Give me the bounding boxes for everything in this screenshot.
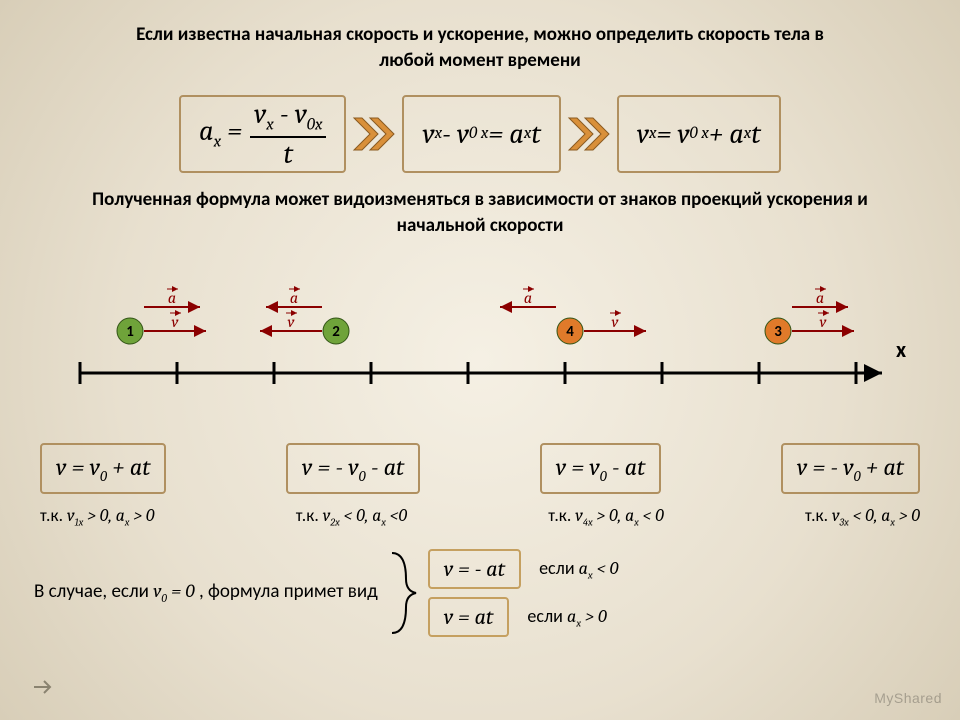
svg-text:v: v [288,313,295,331]
final-text: В случае, если v0 = 0 , формула примет в… [34,580,378,605]
svg-text:1: 1 [126,323,134,341]
case-condition: т.к. v4x > 0, ax < 0 [548,504,663,529]
vector-diagram: х1va2va4va3va [34,255,926,435]
formula-3: vx = v0 x + ax t [617,95,781,173]
title-text: Если известна начальная скорость и ускор… [130,22,830,73]
svg-text:2: 2 [332,323,340,341]
chevron-icon [352,116,396,152]
final-row: В случае, если v0 = 0 , формула примет в… [34,549,926,637]
svg-text:v: v [820,313,827,331]
formula-2: vx - v0 x = ax t [402,95,560,173]
watermark: MyShared [874,690,942,706]
final-formula: v = - at [428,549,521,589]
bracket-icon [388,549,418,637]
svg-text:a: a [290,289,298,307]
svg-text:v: v [172,313,179,331]
case-condition: т.к. v1x > 0, ax > 0 [40,504,154,529]
case-formula: v = - v0 - at [286,443,420,495]
svg-text:v: v [612,313,619,331]
chevron-icon [567,116,611,152]
case-condition: т.к. v3x < 0, ax > 0 [805,504,920,529]
svg-text:4: 4 [566,323,574,341]
case-condition: т.к. v2x < 0, ax <0 [296,504,407,529]
svg-text:3: 3 [774,323,782,341]
case-formula: v = v0 + at [40,443,166,495]
svg-text:a: a [524,289,532,307]
nav-arrow-icon[interactable] [32,678,60,696]
case-condition-row: т.к. v1x > 0, ax > 0 т.к. v2x < 0, ax <0 т… [40,504,920,529]
case-formula-row: v = v0 + at v = - v0 - at v = v0 - at v = -… [40,443,920,495]
final-formula: v = at [428,597,510,637]
case-formula: v = - v0 + at [781,443,920,495]
formula-row: ax = vx - v0x t vx - v0 x = ax t vx = v0… [34,95,926,173]
svg-text:х: х [896,336,906,363]
case-formula: v = v0 - at [540,443,662,495]
svg-text:a: a [168,289,176,307]
final-condition: если ax > 0 [527,605,606,630]
final-condition: если ax < 0 [539,557,618,582]
formula-1: ax = vx - v0x t [179,95,346,173]
subtitle-text: Полученная формула может видоизменяться … [80,187,880,238]
svg-text:a: a [816,289,824,307]
